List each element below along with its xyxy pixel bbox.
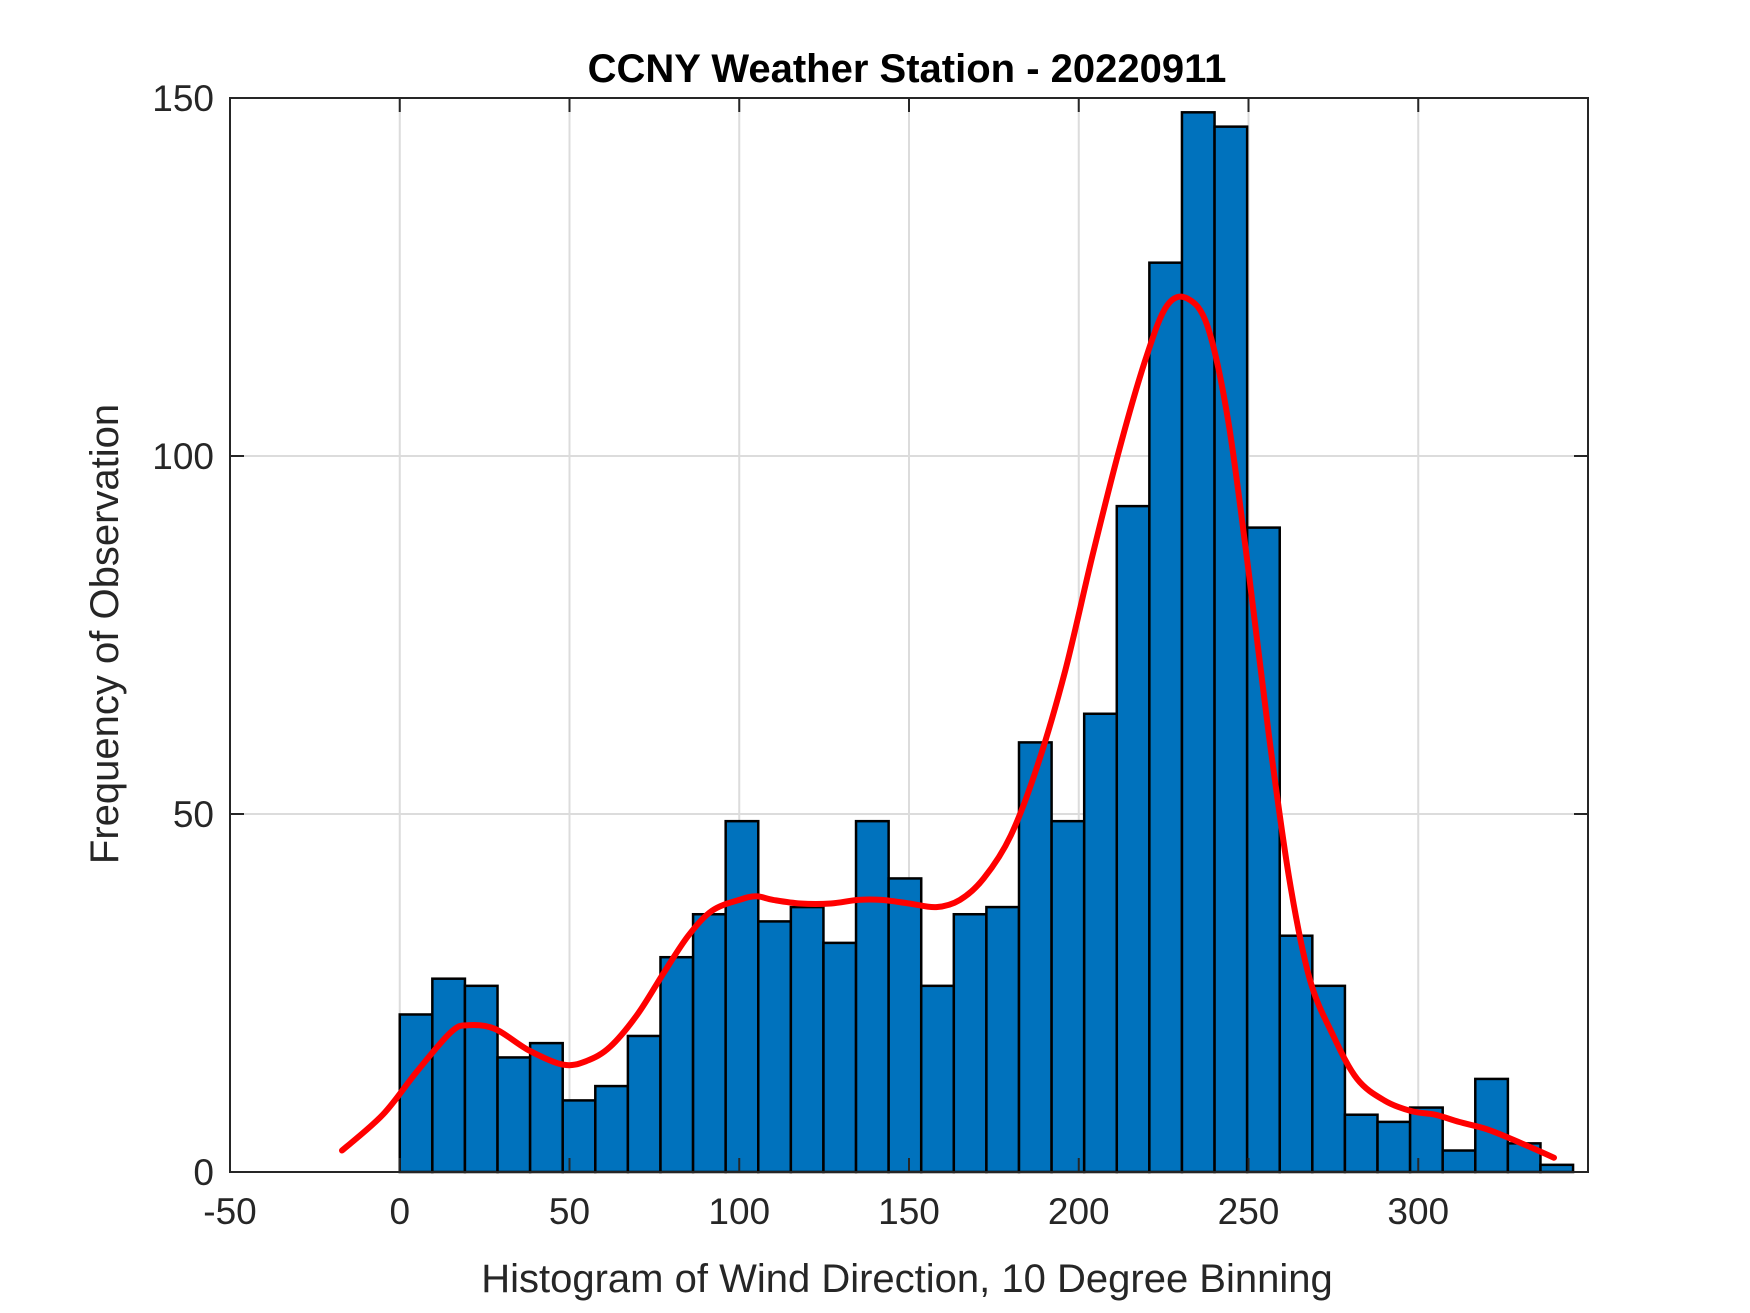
y-tick-label: 50: [173, 794, 214, 835]
histogram-bar: [463, 984, 499, 1174]
tick-marks: [229, 97, 1588, 1173]
histogram-bar: [1017, 741, 1053, 1174]
x-tick-label: 150: [878, 1191, 940, 1232]
histogram-bar: [1311, 984, 1347, 1174]
histogram-bar: [1082, 712, 1119, 1174]
histogram-bar: [1539, 1163, 1575, 1174]
x-axis-label: Histogram of Wind Direction, 10 Degree B…: [481, 1257, 1333, 1301]
histogram-bar: [854, 819, 890, 1174]
histogram-bar: [919, 984, 956, 1174]
x-tick-label: -50: [203, 1191, 256, 1232]
histogram-bar: [1213, 125, 1249, 1174]
histogram-bar: [496, 1056, 532, 1174]
histogram-bar: [822, 941, 858, 1174]
histogram-bar: [1148, 261, 1184, 1174]
histogram-bar: [1441, 1149, 1477, 1174]
histogram-bar: [887, 877, 923, 1174]
histogram-bar: [1343, 1113, 1379, 1174]
x-tick-label: 50: [549, 1191, 590, 1232]
histogram-bar: [789, 905, 825, 1174]
histogram-bar: [724, 819, 760, 1174]
x-tick-labels: -50 0 50 100 150 200 250 300: [203, 1191, 1449, 1232]
chart-title: CCNY Weather Station - 20220911: [588, 47, 1227, 91]
histogram-bar: [1245, 526, 1281, 1174]
x-tick-label: 100: [708, 1191, 770, 1232]
histogram-bar: [757, 920, 793, 1174]
histogram-bar: [431, 977, 467, 1174]
histogram-bar: [691, 912, 727, 1174]
y-tick-label: 0: [193, 1152, 214, 1193]
x-tick-label: 300: [1387, 1191, 1449, 1232]
x-tick-label: 200: [1048, 1191, 1110, 1232]
histogram-bar: [626, 1034, 662, 1174]
x-tick-label: 250: [1218, 1191, 1280, 1232]
histogram-bar: [952, 912, 988, 1174]
histogram-bar: [1115, 504, 1151, 1174]
histogram-bar: [1050, 819, 1086, 1174]
y-tick-labels: 0 50 100 150: [152, 78, 214, 1193]
histogram-bar: [594, 1084, 630, 1174]
histogram-bar: [1180, 111, 1216, 1174]
histogram-bar: [985, 905, 1021, 1174]
y-axis-label: Frequency of Observation: [83, 404, 127, 864]
histogram-bar: [659, 955, 695, 1174]
histogram-bar: [398, 1013, 434, 1174]
histogram-bar: [561, 1099, 597, 1174]
y-tick-label: 100: [152, 436, 214, 477]
histogram-bar: [1376, 1120, 1412, 1174]
density-fit-line: [339, 293, 1557, 1161]
x-tick-label: 0: [389, 1191, 410, 1232]
y-tick-label: 150: [152, 78, 214, 119]
